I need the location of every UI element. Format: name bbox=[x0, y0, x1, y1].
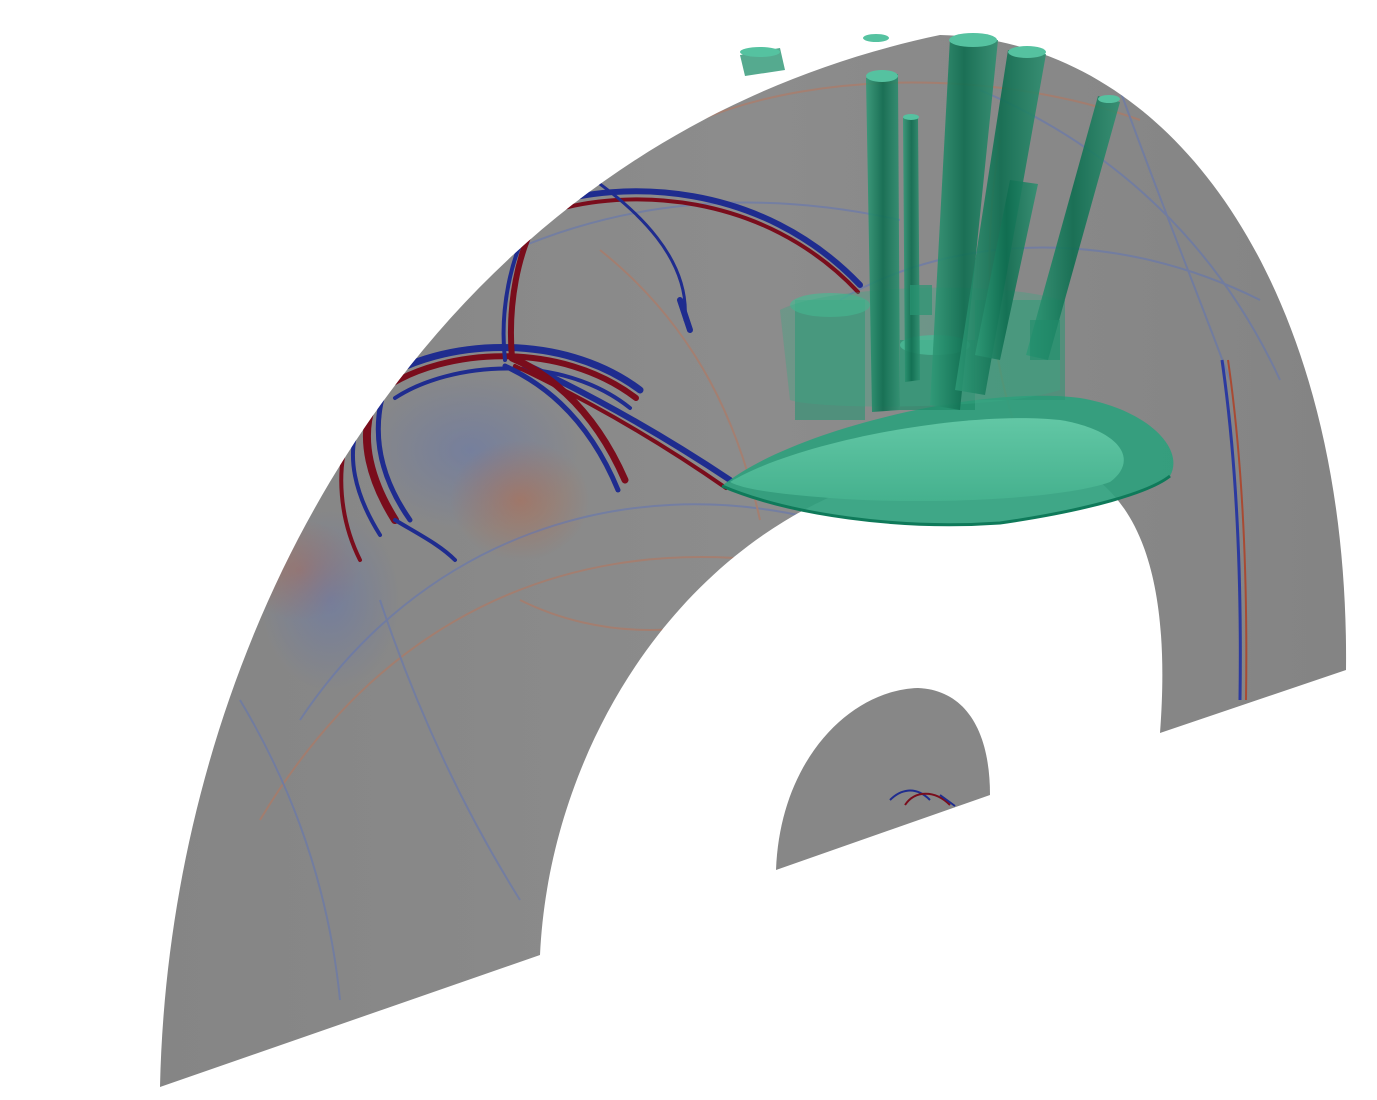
inner-core-slice bbox=[776, 688, 990, 870]
green-plume-columns bbox=[740, 33, 1120, 420]
green-crust-cap bbox=[721, 395, 1174, 527]
